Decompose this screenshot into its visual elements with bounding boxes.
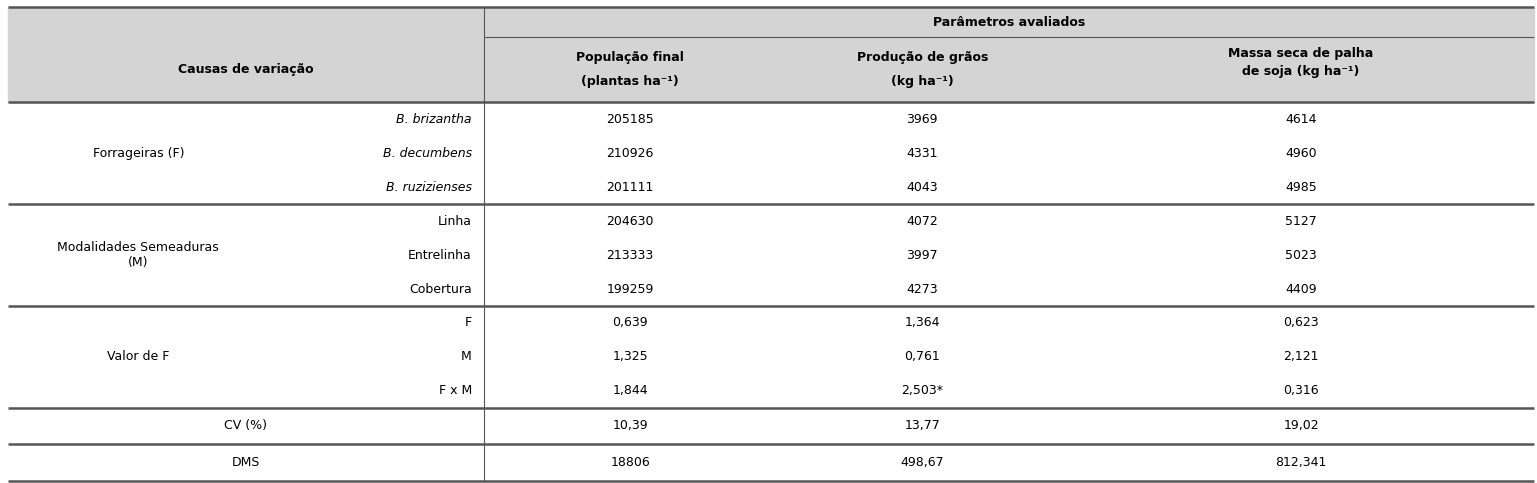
Text: Forrageiras (F): Forrageiras (F) — [92, 147, 184, 160]
Text: B. ruzizienses: B. ruzizienses — [386, 181, 472, 194]
Text: População final: População final — [576, 52, 684, 64]
Text: 4960: 4960 — [1285, 147, 1317, 160]
Text: CV (%): CV (%) — [224, 419, 267, 432]
Text: 1,364: 1,364 — [904, 316, 941, 329]
Text: 0,761: 0,761 — [904, 350, 941, 363]
Text: 4614: 4614 — [1285, 113, 1317, 126]
Text: 199259: 199259 — [607, 283, 653, 296]
Text: M: M — [461, 350, 472, 363]
Text: 210926: 210926 — [607, 147, 653, 160]
Text: 5127: 5127 — [1285, 214, 1317, 227]
Text: 19,02: 19,02 — [1283, 419, 1319, 432]
Text: 0,639: 0,639 — [612, 316, 649, 329]
Text: 498,67: 498,67 — [901, 456, 944, 469]
Text: 1,844: 1,844 — [612, 384, 649, 398]
Text: DMS: DMS — [232, 456, 260, 469]
Text: 4409: 4409 — [1285, 283, 1317, 296]
Text: 1,325: 1,325 — [612, 350, 649, 363]
Text: 18806: 18806 — [610, 456, 650, 469]
Text: Linha: Linha — [438, 214, 472, 227]
Text: Massa seca de palha: Massa seca de palha — [1228, 47, 1374, 60]
Text: Valor de F: Valor de F — [108, 350, 169, 363]
Text: Cobertura: Cobertura — [409, 283, 472, 296]
Text: Produção de grãos: Produção de grãos — [856, 52, 988, 64]
Text: Causas de variação: Causas de variação — [178, 63, 314, 76]
Text: 10,39: 10,39 — [612, 419, 649, 432]
Text: 204630: 204630 — [607, 214, 653, 227]
Text: 812,341: 812,341 — [1276, 456, 1326, 469]
Text: (kg ha⁻¹): (kg ha⁻¹) — [891, 75, 953, 88]
Text: Entrelinha: Entrelinha — [409, 249, 472, 262]
Text: B. decumbens: B. decumbens — [383, 147, 472, 160]
Bar — [8, 7, 1534, 102]
Text: 201111: 201111 — [607, 181, 653, 194]
Text: 0,316: 0,316 — [1283, 384, 1319, 398]
Text: 4273: 4273 — [907, 283, 938, 296]
Text: 4072: 4072 — [907, 214, 938, 227]
Text: 2,121: 2,121 — [1283, 350, 1319, 363]
Text: Modalidades Semeaduras
(M): Modalidades Semeaduras (M) — [57, 241, 220, 269]
Text: de soja (kg ha⁻¹): de soja (kg ha⁻¹) — [1242, 65, 1360, 78]
Text: Parâmetros avaliados: Parâmetros avaliados — [933, 15, 1085, 28]
Text: 0,623: 0,623 — [1283, 316, 1319, 329]
Text: 3969: 3969 — [907, 113, 938, 126]
Text: F: F — [464, 316, 472, 329]
Text: 4331: 4331 — [907, 147, 938, 160]
Text: 4043: 4043 — [907, 181, 938, 194]
Text: 3997: 3997 — [907, 249, 938, 262]
Text: F x M: F x M — [438, 384, 472, 398]
Text: 13,77: 13,77 — [904, 419, 941, 432]
Text: (plantas ha⁻¹): (plantas ha⁻¹) — [581, 75, 679, 88]
Text: B. brizantha: B. brizantha — [397, 113, 472, 126]
Text: 2,503*: 2,503* — [901, 384, 944, 398]
Text: 5023: 5023 — [1285, 249, 1317, 262]
Text: 205185: 205185 — [606, 113, 655, 126]
Text: 213333: 213333 — [607, 249, 653, 262]
Text: 4985: 4985 — [1285, 181, 1317, 194]
